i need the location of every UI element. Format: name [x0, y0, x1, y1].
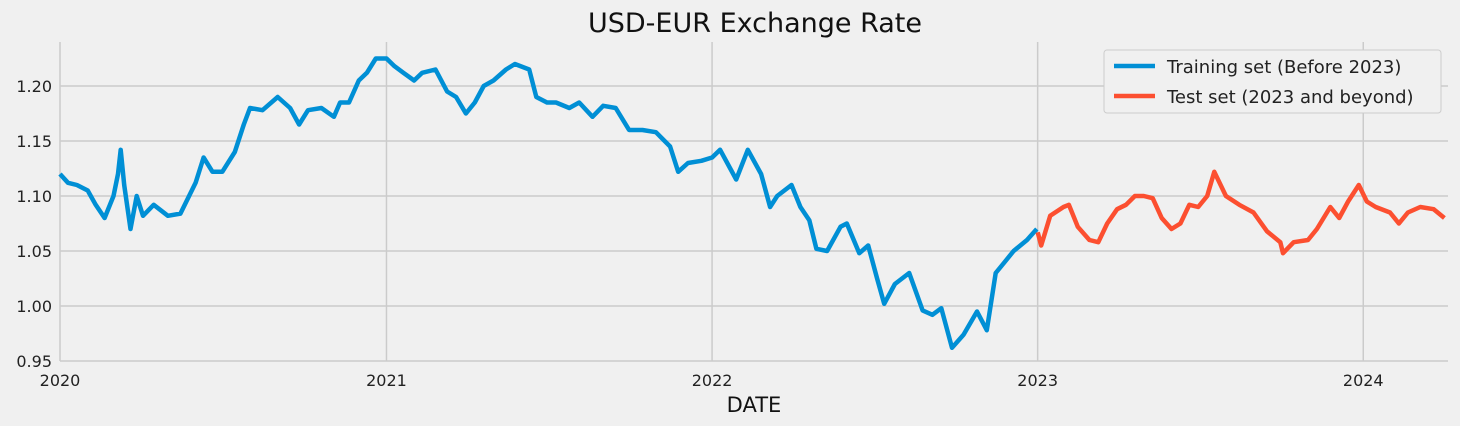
y-tick-label: 0.95 [16, 352, 52, 371]
legend: Training set (Before 2023) Test set (202… [1103, 49, 1442, 114]
x-tick-label: 2023 [1017, 371, 1058, 390]
series-line-training [58, 56, 1039, 351]
series-line-test [1035, 169, 1446, 256]
grid [59, 42, 1448, 362]
legend-label-test: Test set (2023 and beyond) [1166, 87, 1414, 108]
y-tick-label: 1.20 [16, 77, 52, 96]
y-tick-label: 1.15 [16, 132, 52, 151]
legend-box [1103, 49, 1442, 114]
series-layer [58, 56, 1446, 351]
y-tick-label: 1.05 [16, 242, 52, 261]
legend-label-training: Training set (Before 2023) [1166, 57, 1401, 78]
x-axis-title: DATE [727, 393, 782, 417]
x-tick-label: 2022 [692, 371, 733, 390]
tick-layer: 0.95 1.00 1.05 1.10 1.15 1.20 2020 2021 2022 2023… [16, 77, 1383, 390]
x-tick-label: 2020 [40, 371, 81, 390]
y-tick-label: 1.00 [16, 297, 52, 316]
y-tick-label: 1.10 [16, 187, 52, 206]
x-tick-label: 2021 [366, 371, 407, 390]
x-tick-label: 2024 [1343, 371, 1384, 390]
chart-title: USD-EUR Exchange Rate [588, 8, 922, 39]
